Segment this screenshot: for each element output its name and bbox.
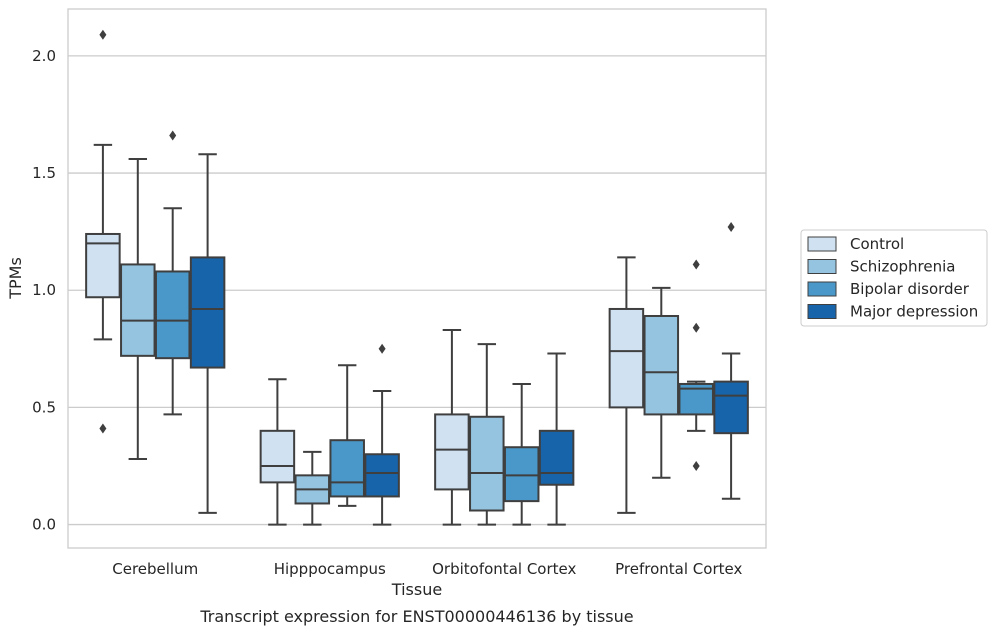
box-group — [189, 153, 226, 514]
outlier-point — [692, 460, 700, 471]
box — [364, 453, 400, 498]
plot-area — [85, 29, 749, 526]
box-group — [120, 157, 156, 460]
plot-frame — [67, 8, 767, 549]
box-group — [364, 343, 400, 526]
box-group — [678, 259, 714, 471]
box — [189, 256, 226, 369]
box-group — [294, 450, 331, 526]
box-group — [154, 130, 191, 416]
outlier-point — [169, 130, 177, 141]
legend-label: Schizophrenia — [850, 258, 955, 276]
legend-swatch — [807, 236, 837, 252]
box — [538, 429, 575, 486]
outlier-point — [727, 221, 735, 232]
box-group — [469, 343, 505, 526]
legend: Control Schizophrenia Bipolar disorder Majo… — [800, 229, 988, 327]
box-group — [643, 286, 680, 479]
box — [643, 314, 680, 416]
box-group — [85, 29, 121, 434]
box — [154, 270, 191, 360]
outlier-point — [99, 29, 107, 40]
outlier-point — [99, 423, 107, 434]
box — [469, 415, 505, 512]
box-group — [503, 382, 540, 526]
box-group — [608, 256, 645, 514]
box — [120, 263, 156, 357]
box — [85, 232, 121, 299]
box-group — [538, 352, 575, 526]
outlier-point — [692, 259, 700, 270]
box-group — [259, 378, 296, 526]
legend-frame — [800, 229, 988, 327]
x-tick-label: Prefrontal Cortex — [615, 560, 742, 578]
x-axis-title: Tissue — [391, 580, 442, 599]
legend-swatch — [807, 259, 837, 274]
legend-swatch — [807, 281, 837, 297]
box — [329, 439, 365, 498]
outlier-point — [378, 343, 386, 354]
x-tick-label: Cerebellum — [112, 560, 198, 578]
legend-label: Bipolar disorder — [850, 280, 970, 298]
y-tick-label: 1.0 — [32, 281, 56, 299]
box — [608, 307, 645, 409]
y-tick-label: 0.5 — [32, 398, 56, 416]
box-group — [434, 329, 470, 526]
outlier-point — [692, 322, 700, 333]
x-tick-label: Orbitofontal Cortex — [432, 560, 576, 578]
legend-label: Control — [850, 235, 904, 253]
box — [434, 413, 470, 491]
chart-caption: Transcript expression for ENST0000044613… — [199, 607, 633, 626]
y-axis-title: TPMs — [6, 257, 25, 300]
box-group — [713, 221, 749, 500]
y-tick-label: 0.0 — [32, 516, 56, 534]
y-axis-ticks: 0.0 0.5 1.0 1.5 2.0 — [32, 47, 56, 534]
legend-label: Major depression — [850, 303, 978, 321]
y-tick-label: 1.5 — [32, 164, 56, 182]
y-tick-label: 2.0 — [32, 47, 56, 65]
box — [503, 446, 540, 503]
x-tick-label: Hipppocampus — [274, 560, 386, 578]
x-axis-ticks: Cerebellum Hipppocampus Orbitofontal Corte… — [112, 560, 742, 578]
box-group — [329, 364, 365, 507]
box — [259, 429, 296, 484]
box — [713, 380, 749, 435]
legend-swatch — [807, 304, 837, 319]
